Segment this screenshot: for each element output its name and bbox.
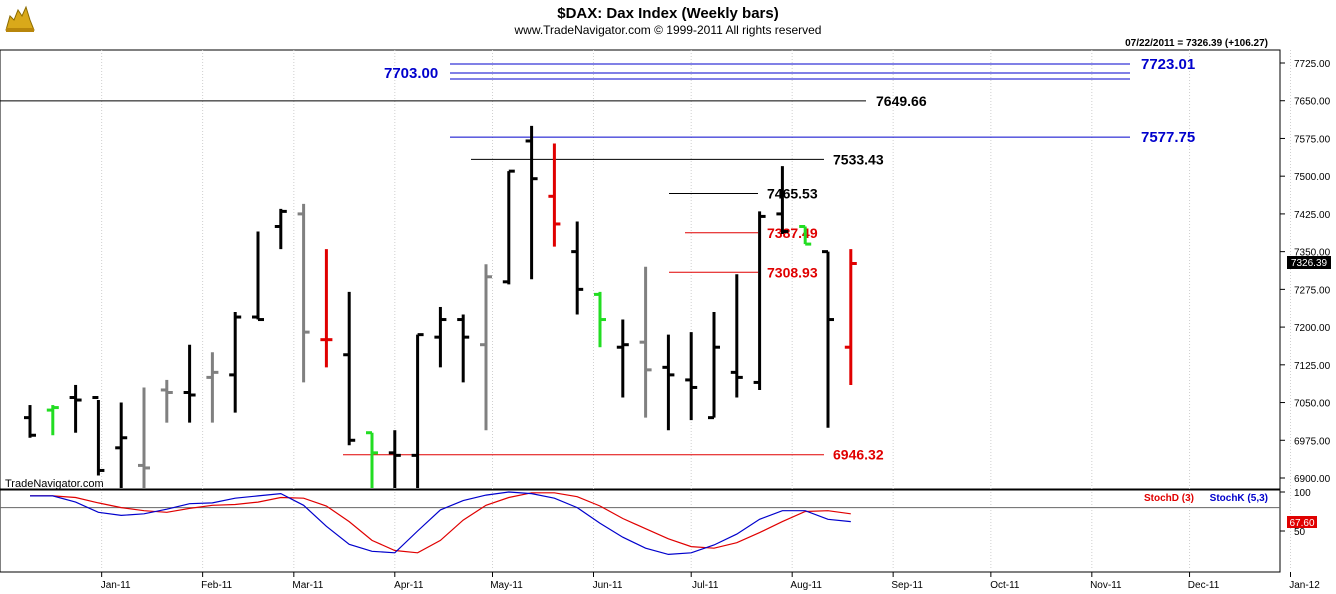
price-bar	[685, 332, 698, 421]
date-tick-label: Sep-11	[891, 580, 923, 591]
price-bar	[480, 264, 492, 431]
level-label: 6946.32	[833, 447, 884, 463]
price-bar	[411, 333, 424, 488]
info-label: 07/22/2011 = 7326.39 (+106.27)	[1125, 38, 1268, 49]
stoch-tick-label: 100	[1294, 488, 1311, 499]
price-bar	[274, 208, 287, 250]
price-bar	[206, 352, 219, 423]
price-tick-label: 7575.00	[1294, 134, 1331, 145]
stochk-line	[30, 491, 851, 556]
stochd-legend: StochD (3)	[1144, 493, 1194, 504]
stoch-tick-label: 50	[1294, 527, 1306, 538]
level-label: 7533.43	[833, 151, 884, 167]
date-tick-label: Jan-12	[1289, 580, 1320, 591]
date-tick-label: May-11	[490, 580, 523, 591]
price-tick-label: 7725.00	[1294, 59, 1331, 70]
price-bar	[252, 231, 264, 322]
date-tick-label: Jan-11	[101, 580, 131, 591]
price-bar	[24, 405, 36, 438]
price-bars	[24, 125, 857, 488]
stochd-line	[30, 492, 851, 554]
price-bar	[616, 319, 629, 398]
date-tick-label: Oct-11	[990, 580, 1020, 591]
price-bar	[320, 249, 333, 368]
grid	[101, 50, 1292, 570]
price-bar	[297, 203, 310, 383]
date-tick-label: Apr-11	[394, 580, 424, 591]
date-tick-label: Feb-11	[201, 580, 232, 591]
date-tick-label: Mar-11	[292, 580, 323, 591]
price-bar	[115, 402, 128, 488]
price-bar	[548, 143, 561, 247]
chart-title: $DAX: Dax Index (Weekly bars)	[557, 5, 778, 22]
price-bar	[822, 250, 834, 428]
price-bar	[639, 266, 652, 418]
level-label: 7387.49	[767, 225, 818, 241]
level-label: 7465.53	[767, 186, 818, 202]
stochastic-lines: 100 50	[0, 488, 1311, 556]
price-tick-label: 7650.00	[1294, 97, 1331, 108]
price-bar	[799, 224, 812, 246]
date-tick-label: Jun-11	[593, 580, 623, 591]
price-tick-label: 7500.00	[1294, 172, 1331, 183]
price-bar	[844, 249, 857, 385]
price-bar	[388, 430, 401, 488]
date-tick-label: Aug-11	[790, 580, 822, 591]
price-tick-label: 6900.00	[1294, 474, 1331, 485]
chart-subtitle: www.TradeNavigator.com © 1999-2011 All r…	[514, 23, 822, 37]
price-bar	[502, 169, 515, 285]
price-bar	[434, 306, 447, 368]
price-tick-label: 7425.00	[1294, 210, 1331, 221]
price-bar	[138, 387, 150, 488]
price-bar	[525, 125, 538, 280]
price-bar	[92, 396, 105, 476]
price-bar	[662, 334, 675, 431]
date-axis: Jan-11 Feb-11 Mar-11 Apr-11 May-11 Jun-11 Jul-…	[101, 572, 1320, 591]
price-bar	[730, 274, 743, 398]
level-label: 7723.01	[1141, 56, 1195, 73]
stoch-value-marker	[1287, 516, 1317, 528]
price-bar	[229, 312, 242, 413]
watermark: TradeNavigator.com	[5, 478, 104, 490]
level-label: 7703.00	[384, 65, 438, 82]
price-bar	[776, 166, 789, 235]
gold-bull-logo-icon	[5, 5, 35, 32]
price-tick-label: 7275.00	[1294, 285, 1331, 296]
date-tick-label: Nov-11	[1090, 580, 1122, 591]
price-bar	[457, 314, 470, 383]
last-price-marker	[1287, 256, 1331, 269]
stoch-value-label: 67.60	[1289, 518, 1314, 529]
price-bar	[69, 384, 82, 433]
price-tick-label: 6975.00	[1294, 436, 1331, 447]
price-bar	[46, 405, 59, 436]
price-bar	[708, 312, 720, 420]
price-tick-label: 7125.00	[1294, 361, 1331, 372]
stochk-legend: StochK (5,3)	[1210, 493, 1268, 504]
level-label: 7577.75	[1141, 129, 1195, 146]
price-panel	[0, 49, 1281, 490]
price-axis: 7725.00 7650.00 7575.00 7500.00 7425.00 7350.…	[1280, 59, 1331, 485]
level-label: 7308.93	[767, 264, 818, 280]
price-bar	[343, 291, 356, 446]
price-tick-label: 7200.00	[1294, 323, 1331, 334]
level-lines: 7723.01 7703.00 7649.66 7577.75 7533.43 7465.…	[0, 56, 1195, 463]
date-tick-label: Dec-11	[1188, 580, 1220, 591]
date-tick-label: Jul-11	[692, 580, 719, 591]
price-bar	[160, 379, 173, 423]
price-bar	[571, 221, 584, 315]
price-tick-label: 7350.00	[1294, 248, 1331, 259]
price-bar	[183, 344, 196, 423]
level-label: 7649.66	[876, 93, 927, 109]
last-price-label: 7326.39	[1291, 258, 1328, 269]
price-bar	[594, 291, 606, 348]
price-bar	[366, 431, 378, 488]
price-tick-label: 7050.00	[1294, 399, 1331, 410]
price-bar	[753, 211, 766, 390]
